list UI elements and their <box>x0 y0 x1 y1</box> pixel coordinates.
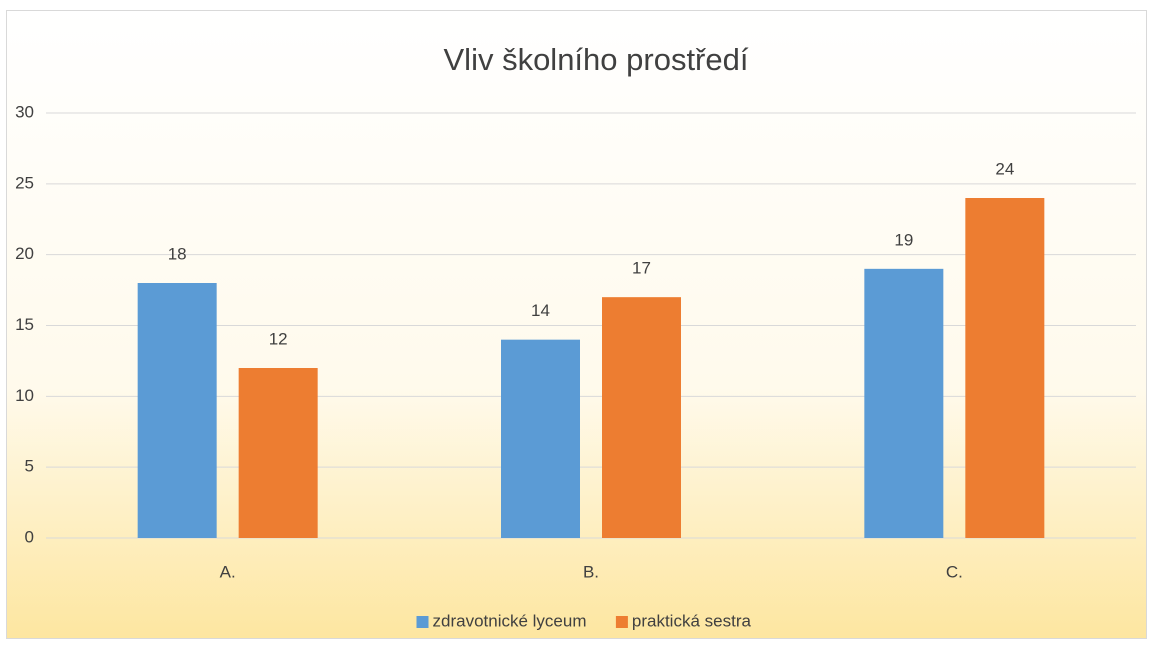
data-label: 12 <box>269 329 288 348</box>
y-tick-label: 30 <box>15 102 34 121</box>
legend-label: zdravotnické lyceum <box>433 611 587 630</box>
bar <box>238 368 318 538</box>
legend-swatch <box>416 616 429 628</box>
y-tick-label: 5 <box>25 457 34 476</box>
y-tick-label: 25 <box>15 173 34 192</box>
x-tick-label: A. <box>220 562 236 581</box>
data-label: 17 <box>632 259 651 278</box>
bar <box>864 268 944 538</box>
x-tick-label: B. <box>583 562 599 581</box>
bar <box>137 283 217 538</box>
y-tick-label: 10 <box>15 386 34 405</box>
x-tick-label: C. <box>946 562 963 581</box>
chart-title: Vliv školního prostředí <box>444 42 749 77</box>
data-label: 19 <box>894 230 913 249</box>
data-label: 24 <box>995 159 1014 178</box>
legend-label: praktická sestra <box>632 611 752 630</box>
y-tick-label: 20 <box>15 244 34 263</box>
y-tick-label: 0 <box>25 527 34 546</box>
legend-swatch <box>615 616 628 628</box>
bar <box>501 339 580 538</box>
y-tick-label: 15 <box>15 315 34 334</box>
bar <box>965 198 1045 538</box>
bar <box>602 297 681 538</box>
data-label: 18 <box>168 244 187 263</box>
data-label: 14 <box>531 301 550 320</box>
